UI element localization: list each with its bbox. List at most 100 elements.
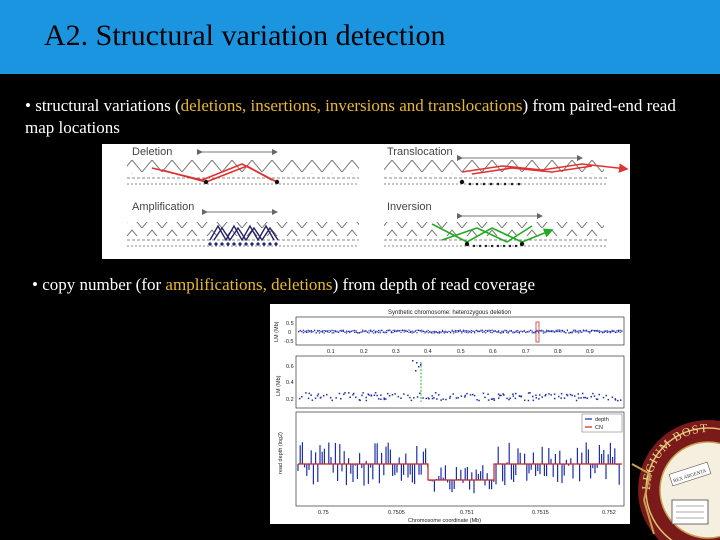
- top-read-point: [538, 330, 540, 332]
- top-read-point: [462, 329, 464, 331]
- top-read-point: [365, 330, 367, 332]
- bottom-ylabel: read depth (log2): [278, 432, 284, 474]
- top-read-point: [606, 330, 608, 332]
- top-read-point: [362, 331, 364, 333]
- mid-read-point: [380, 398, 382, 401]
- top-read-point: [594, 330, 596, 332]
- mid-read-point: [373, 394, 376, 397]
- top-read-point: [494, 330, 496, 332]
- top-read-point: [442, 329, 444, 331]
- mid-read-point: [509, 397, 511, 400]
- mid-read-point: [538, 398, 540, 400]
- top-read-point: [605, 330, 607, 332]
- top-read-point: [486, 330, 488, 332]
- mid-read-point: [365, 396, 368, 399]
- bottom-xtick: 0.75: [318, 510, 329, 516]
- top-read-point: [514, 331, 516, 333]
- bullet-marker: •: [25, 96, 31, 115]
- top-read-point: [614, 331, 616, 333]
- mid-scatter: [298, 360, 622, 402]
- top-read-point: [392, 329, 394, 332]
- top-read-point: [618, 329, 620, 332]
- mid-read-point: [329, 396, 332, 399]
- bullet-highlight: amplifications, deletions: [165, 275, 333, 294]
- mid-read-point: [484, 396, 486, 399]
- bottom-xtick: 0.7505: [388, 510, 405, 516]
- paired-end-schematic: Deletion Translocation: [102, 144, 630, 259]
- top-read-point: [334, 330, 336, 333]
- top-read-point: [464, 330, 466, 332]
- top-read-point: [502, 331, 504, 334]
- top-read-point: [435, 330, 437, 333]
- top-read-point: [368, 332, 370, 334]
- top-read-point: [302, 329, 304, 331]
- mid-read-point: [487, 399, 490, 401]
- top-read-point: [488, 330, 490, 332]
- top-read-point: [403, 329, 405, 331]
- top-read-point: [541, 330, 543, 332]
- mid-read-point: [322, 395, 325, 397]
- top-read-point: [458, 330, 460, 332]
- mid-read-point: [413, 397, 415, 399]
- top-read-point: [424, 331, 426, 333]
- mid-read-point: [590, 395, 592, 398]
- top-read-point: [597, 330, 599, 332]
- top-read-point: [355, 331, 357, 333]
- top-read-point: [602, 331, 604, 333]
- mid-read-point: [310, 394, 312, 396]
- top-read-point: [330, 330, 332, 332]
- top-read-point: [322, 331, 324, 333]
- top-read-point: [368, 330, 370, 332]
- mid-read-point: [566, 393, 568, 396]
- mid-read-point: [560, 392, 563, 395]
- top-read-point: [482, 331, 484, 333]
- mid-read-point: [553, 393, 556, 395]
- mid-read-point: [403, 393, 405, 395]
- top-read-point: [573, 329, 575, 331]
- mid-read-point: [512, 395, 515, 397]
- top-read-point: [589, 331, 591, 333]
- mid-read-point: [436, 398, 438, 400]
- top-read-point: [333, 330, 335, 332]
- mid-read-point: [358, 399, 361, 401]
- top-read-point: [531, 330, 533, 332]
- top-read-point: [381, 329, 383, 332]
- top-read-point: [384, 332, 386, 334]
- mid-read-point: [569, 393, 572, 396]
- top-read-point: [576, 330, 578, 332]
- mid-read-point: [319, 397, 322, 399]
- deletion-diagram: Deletion: [127, 146, 359, 185]
- mid-read-point: [541, 396, 543, 398]
- mid-read-point: [301, 395, 303, 398]
- mid-read-point: [362, 392, 364, 394]
- top-read-point: [317, 330, 319, 333]
- mid-read-point: [449, 397, 451, 399]
- top-read-point: [389, 329, 391, 331]
- top-read-point: [422, 330, 424, 332]
- mid-read-point: [553, 397, 556, 400]
- mid-read-point: [563, 397, 566, 399]
- top-read-point: [542, 330, 544, 332]
- top-read-point: [574, 331, 576, 333]
- top-read-point: [485, 332, 487, 334]
- top-read-point: [314, 329, 316, 331]
- top-read-point: [562, 329, 564, 331]
- top-read-point: [366, 331, 368, 333]
- top-read-point: [355, 330, 357, 332]
- mid-read-point: [367, 393, 369, 395]
- top-read-point: [438, 331, 440, 333]
- top-read-point: [310, 329, 312, 332]
- mid-read-point: [385, 398, 387, 400]
- mid-ytick-1: 0.6: [286, 364, 294, 370]
- top-read-point: [568, 332, 570, 334]
- mid-read-point: [592, 392, 594, 395]
- top-read-point: [398, 330, 400, 332]
- mid-read-point: [532, 395, 534, 398]
- mid-outlier-point: [420, 364, 422, 366]
- top-read-point: [362, 329, 364, 331]
- top-read-point: [429, 330, 431, 333]
- top-read-point: [405, 329, 407, 332]
- mid-read-point: [344, 392, 346, 394]
- top-ytick-2: 0: [288, 330, 291, 336]
- mid-read-point: [607, 398, 610, 401]
